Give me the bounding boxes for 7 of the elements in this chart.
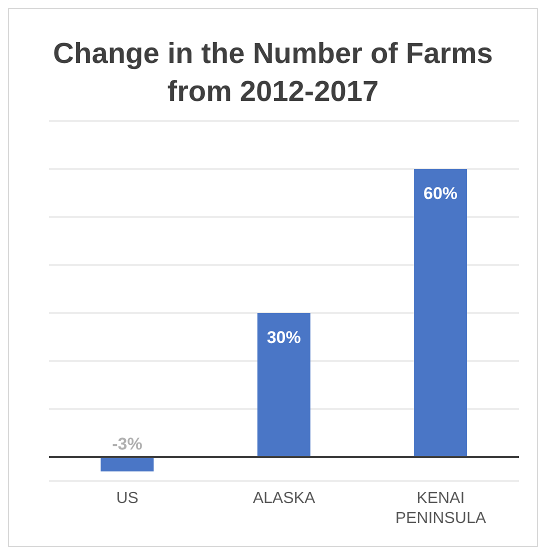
data-label: -3% — [112, 434, 142, 454]
chart-title: Change in the Number of Farms from 2012-2017 — [52, 37, 494, 110]
x-tick-label: US — [116, 490, 138, 507]
data-label: 30% — [266, 328, 301, 347]
x-tick-label: ALASKA — [252, 490, 316, 507]
data-label: 60% — [424, 184, 458, 203]
x-tick-label: KENAI PENINSULA — [395, 490, 486, 527]
